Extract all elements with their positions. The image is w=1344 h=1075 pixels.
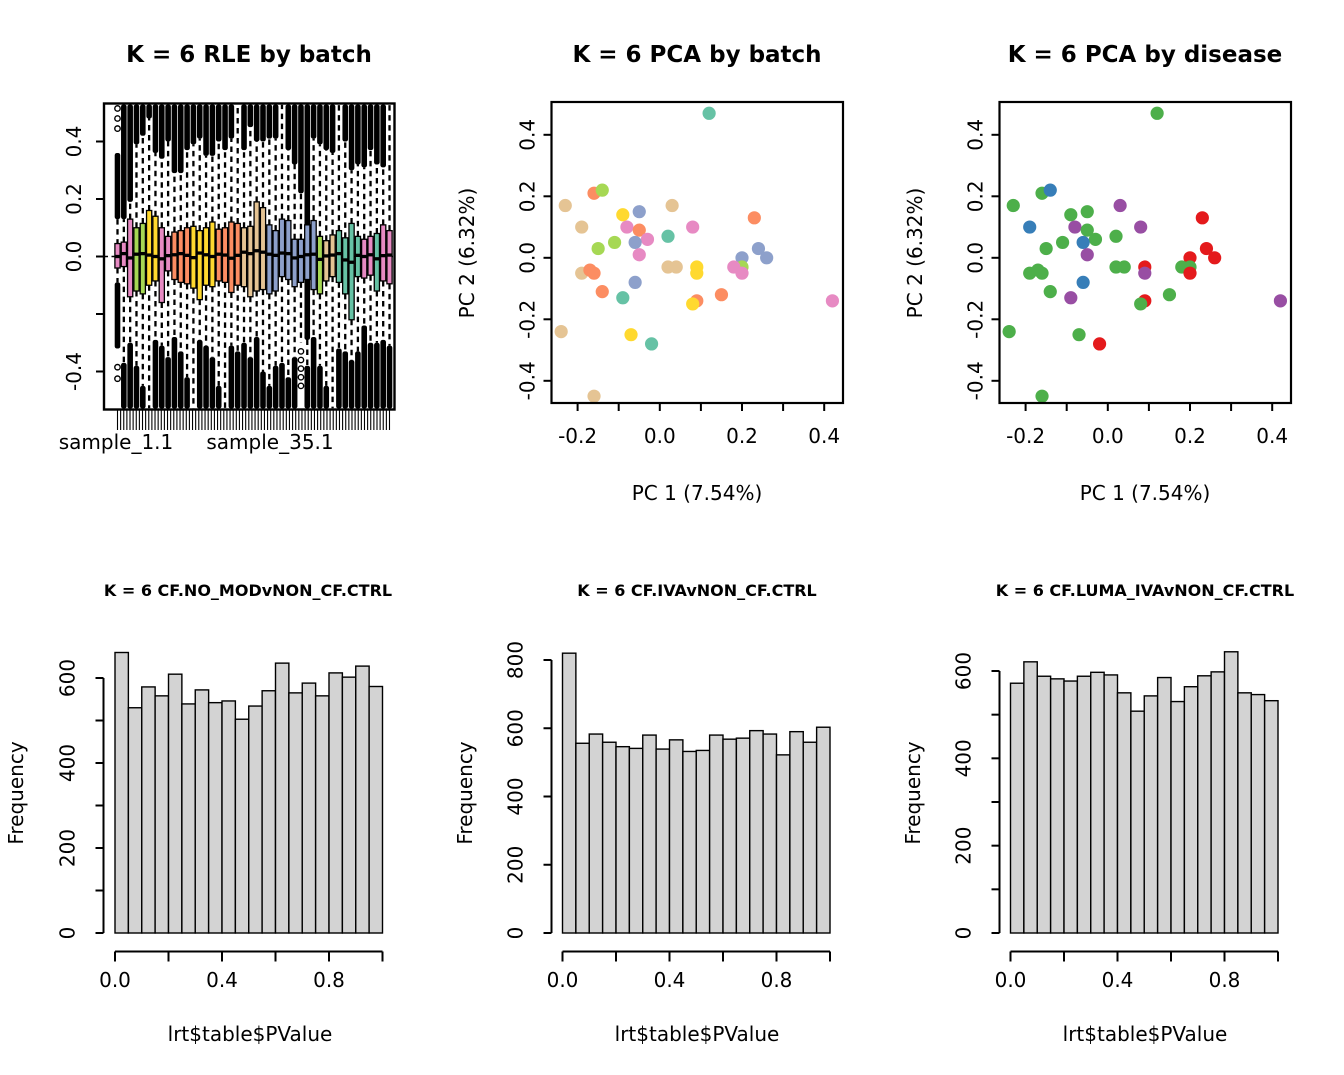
svg-text:0.4: 0.4 xyxy=(516,119,540,151)
svg-text:600: 600 xyxy=(56,659,80,697)
hist1-xlabel: lrt$table$PValue xyxy=(168,1022,333,1046)
svg-text:400: 400 xyxy=(952,739,976,777)
svg-text:-0.2: -0.2 xyxy=(964,300,988,339)
hist3-xlabel: lrt$table$PValue xyxy=(1063,1022,1228,1046)
pca-disease-panel: -0.2 0.0 0.2 0.4 0.4 0.2 0.0 -0.2 -0.4 xyxy=(964,100,1293,448)
svg-text:200: 200 xyxy=(952,827,976,865)
rle-title: K = 6 RLE by batch xyxy=(126,42,372,68)
pca-batch-ylabel: PC 2 (6.32%) xyxy=(455,188,479,319)
rle-sample-label-second: sample_35.1 xyxy=(206,430,333,454)
svg-text:0.0: 0.0 xyxy=(516,242,540,274)
svg-text:0.0: 0.0 xyxy=(644,424,676,448)
svg-text:0.4: 0.4 xyxy=(654,968,686,992)
svg-text:0.0: 0.0 xyxy=(1092,424,1124,448)
svg-text:0: 0 xyxy=(952,927,976,940)
hist2-xlabel: lrt$table$PValue xyxy=(615,1022,780,1046)
svg-text:0: 0 xyxy=(504,927,528,940)
svg-text:0.0: 0.0 xyxy=(547,968,579,992)
svg-text:0.4: 0.4 xyxy=(1102,968,1134,992)
svg-text:0.0: 0.0 xyxy=(995,968,1027,992)
svg-text:0.2: 0.2 xyxy=(964,180,988,212)
svg-text:0.2: 0.2 xyxy=(726,424,758,448)
svg-text:0.0: 0.0 xyxy=(62,241,86,273)
svg-text:0.8: 0.8 xyxy=(761,968,793,992)
svg-text:400: 400 xyxy=(56,744,80,782)
hist3-ylabel: Frequency xyxy=(901,741,925,844)
svg-text:0.4: 0.4 xyxy=(964,119,988,151)
svg-text:-0.2: -0.2 xyxy=(516,300,540,339)
svg-text:200: 200 xyxy=(56,829,80,867)
hist1-title: K = 6 CF.NO_MODvNON_CF.CTRL xyxy=(104,581,392,600)
svg-text:0.4: 0.4 xyxy=(808,424,840,448)
hist-luma-iva-panel: 0 200 400 600 0.0 0.4 0.8 xyxy=(952,651,1279,992)
pca-disease-xlabel: PC 1 (7.54%) xyxy=(1080,481,1211,505)
svg-text:0.2: 0.2 xyxy=(1174,424,1206,448)
svg-text:-0.4: -0.4 xyxy=(964,361,988,400)
hist2-ylabel: Frequency xyxy=(453,741,477,844)
svg-text:0.4: 0.4 xyxy=(206,968,238,992)
svg-text:0.4: 0.4 xyxy=(62,126,86,158)
svg-text:-0.4: -0.4 xyxy=(62,352,86,391)
svg-text:800: 800 xyxy=(504,641,528,679)
pca-disease-title: K = 6 PCA by disease xyxy=(1008,42,1283,68)
rle-boxplot-panel: 0.4 0.2 0.0 -0.4 xyxy=(62,102,396,430)
svg-text:-0.2: -0.2 xyxy=(1006,424,1045,448)
rle-sample-label-first: sample_1.1 xyxy=(59,430,174,454)
svg-text:0.4: 0.4 xyxy=(1256,424,1288,448)
svg-text:0.2: 0.2 xyxy=(62,183,86,215)
pca-batch-xlabel: PC 1 (7.54%) xyxy=(632,481,763,505)
hist2-title: K = 6 CF.IVAvNON_CF.CTRL xyxy=(577,581,817,600)
svg-text:0.0: 0.0 xyxy=(99,968,131,992)
svg-text:-0.2: -0.2 xyxy=(558,424,597,448)
pca-batch-title: K = 6 PCA by batch xyxy=(572,42,821,68)
pca-batch-panel: -0.2 0.0 0.2 0.4 0.4 0.2 0.0 -0.2 -0.4 xyxy=(516,100,845,448)
svg-text:0: 0 xyxy=(56,927,80,940)
svg-text:0.2: 0.2 xyxy=(516,180,540,212)
svg-text:-0.4: -0.4 xyxy=(516,361,540,400)
svg-text:600: 600 xyxy=(952,652,976,690)
svg-text:400: 400 xyxy=(504,777,528,815)
svg-text:600: 600 xyxy=(504,709,528,747)
hist-no-mod-panel: 0 200 400 600 0.0 0.4 0.8 xyxy=(56,651,384,992)
pca-disease-ylabel: PC 2 (6.32%) xyxy=(903,188,927,319)
svg-text:0.8: 0.8 xyxy=(1209,968,1241,992)
hist1-ylabel: Frequency xyxy=(4,741,28,844)
svg-text:200: 200 xyxy=(504,846,528,884)
hist-iva-panel: 0 200 400 600 800 0.0 0.4 0.8 xyxy=(504,641,831,992)
hist3-title: K = 6 CF.LUMA_IVAvNON_CF.CTRL xyxy=(996,581,1294,600)
svg-text:0.0: 0.0 xyxy=(964,242,988,274)
svg-text:0.8: 0.8 xyxy=(313,968,345,992)
